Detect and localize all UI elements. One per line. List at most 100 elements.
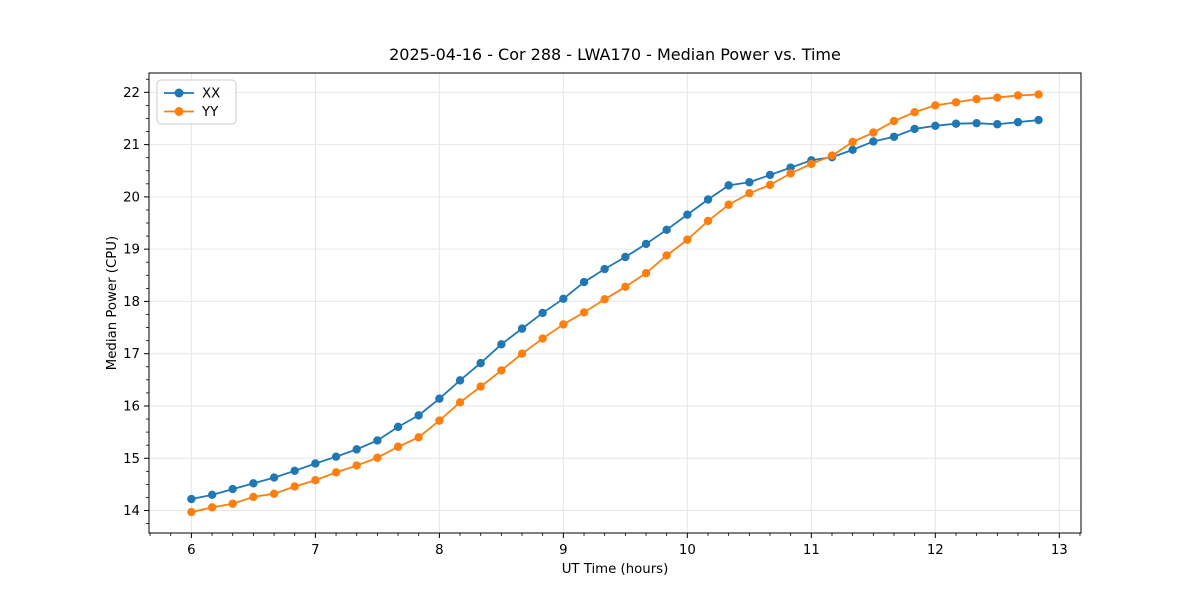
data-point-yy <box>745 189 754 198</box>
data-point-xx <box>1013 117 1023 127</box>
data-point-yy <box>869 128 878 137</box>
data-point-xx <box>869 137 878 146</box>
data-point-xx <box>951 119 961 128</box>
data-point-yy <box>621 282 630 291</box>
data-point-yy <box>993 93 1002 102</box>
data-point-xx <box>745 178 754 187</box>
y-tick-label: 21 <box>123 138 140 153</box>
data-point-yy <box>1013 91 1023 100</box>
data-point-xx <box>559 294 568 304</box>
data-point-yy <box>1034 90 1043 99</box>
legend: XX YY <box>156 79 237 125</box>
data-point-xx <box>848 145 857 155</box>
data-point-xx <box>1034 115 1043 125</box>
x-tick-label: 7 <box>311 543 319 558</box>
legend-marker-xx <box>174 88 184 98</box>
data-point-yy <box>352 461 361 470</box>
x-tick-label: 9 <box>559 543 567 558</box>
data-point-yy <box>290 482 299 491</box>
data-point-xx <box>683 210 692 219</box>
data-point-yy <box>827 151 837 160</box>
data-point-yy <box>228 499 237 508</box>
data-point-xx <box>765 170 775 180</box>
series-line-xx <box>191 119 1039 500</box>
data-point-yy <box>393 442 403 451</box>
data-point-yy <box>249 492 258 502</box>
data-point-yy <box>931 101 940 110</box>
x-tick-label: 13 <box>1051 543 1068 558</box>
data-point-xx <box>641 239 651 249</box>
data-point-xx <box>662 225 671 235</box>
data-point-xx <box>414 411 423 420</box>
data-point-yy <box>600 295 609 304</box>
data-point-yy <box>538 334 547 343</box>
data-point-xx <box>311 459 320 468</box>
series-line-yy <box>191 93 1039 513</box>
data-point-yy <box>724 200 733 209</box>
y-tick-label: 19 <box>123 243 140 258</box>
data-point-xx <box>497 340 506 349</box>
data-point-yy <box>497 366 506 375</box>
data-point-yy <box>187 507 196 517</box>
data-point-xx <box>517 324 527 333</box>
data-point-xx <box>931 121 940 130</box>
chart-title: 2025-04-16 - Cor 288 - LWA170 - Median P… <box>389 45 841 64</box>
data-point-xx <box>228 484 237 494</box>
data-point-yy <box>373 453 382 462</box>
data-point-yy <box>662 251 671 260</box>
data-point-xx <box>249 479 258 488</box>
data-point-yy <box>311 476 320 485</box>
data-point-xx <box>538 308 547 318</box>
data-point-yy <box>951 98 961 107</box>
data-point-xx <box>373 436 382 445</box>
x-tick-label: 8 <box>435 543 443 558</box>
data-point-xx <box>972 118 981 128</box>
data-point-yy <box>683 235 692 244</box>
data-point-yy <box>414 433 423 442</box>
x-tick-label: 12 <box>927 543 944 558</box>
data-point-yy <box>455 398 465 407</box>
legend-label-xx: XX <box>202 87 220 102</box>
data-point-xx <box>352 445 361 454</box>
x-tick-label: 6 <box>187 543 195 558</box>
x-axis-label: UT Time (hours) <box>562 562 669 577</box>
y-tick-label: 22 <box>123 86 140 101</box>
data-point-yy <box>807 159 816 169</box>
data-point-yy <box>765 180 775 190</box>
x-tick-label: 10 <box>679 543 696 558</box>
data-point-xx <box>476 358 485 368</box>
data-point-xx <box>786 163 795 172</box>
data-point-yy <box>786 169 795 178</box>
data-point-yy <box>972 94 981 104</box>
legend-label-yy: YY <box>201 105 219 120</box>
y-tick-label: 17 <box>123 347 140 362</box>
y-tick-label: 16 <box>123 399 140 414</box>
data-point-xx <box>993 120 1002 129</box>
data-point-yy <box>331 468 341 477</box>
legend-marker-yy <box>174 107 184 116</box>
y-tick-label: 20 <box>123 190 140 205</box>
data-point-yy <box>476 382 485 391</box>
data-point-yy <box>910 108 919 117</box>
x-tick-label: 11 <box>803 543 820 558</box>
data-point-yy <box>641 269 651 278</box>
data-point-xx <box>393 422 403 432</box>
y-tick-label: 14 <box>123 504 140 519</box>
data-point-xx <box>269 473 279 482</box>
legend-box <box>156 79 237 125</box>
data-point-yy <box>559 320 568 329</box>
data-point-xx <box>207 490 217 500</box>
data-point-xx <box>435 394 444 403</box>
plot-border <box>148 72 1082 534</box>
data-point-xx <box>621 252 630 262</box>
data-point-xx <box>331 452 341 461</box>
data-point-xx <box>579 277 589 287</box>
y-axis-label: Median Power (CPU) <box>105 236 120 370</box>
data-point-yy <box>703 216 713 226</box>
data-point-xx <box>703 195 713 204</box>
data-point-yy <box>889 116 899 126</box>
data-point-xx <box>187 494 196 504</box>
data-point-yy <box>579 308 589 317</box>
